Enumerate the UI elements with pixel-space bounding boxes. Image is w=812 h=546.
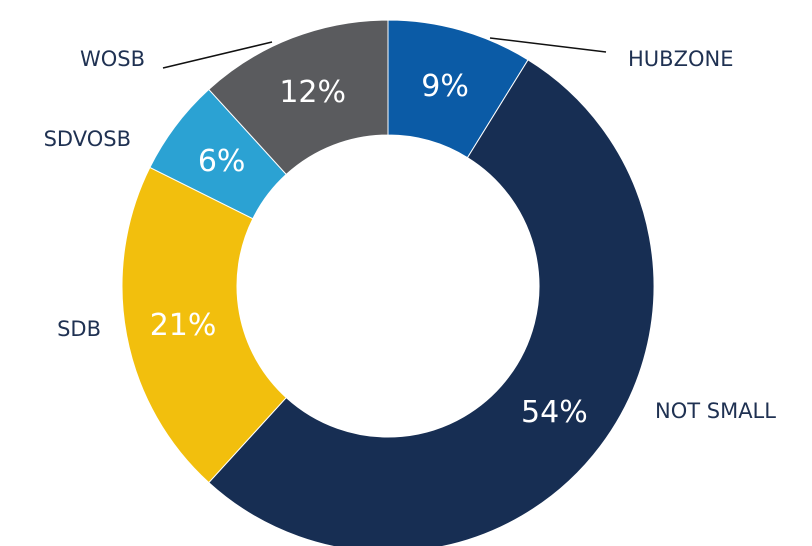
category-label: NOT SMALL bbox=[655, 399, 776, 423]
value-label: 21% bbox=[150, 308, 217, 343]
category-label: HUBZONE bbox=[628, 47, 733, 71]
value-label: 9% bbox=[421, 69, 469, 104]
value-label: 12% bbox=[279, 75, 346, 110]
donut-slice bbox=[208, 59, 655, 546]
donut-slice bbox=[208, 19, 389, 176]
category-label: SDVOSB bbox=[44, 127, 131, 151]
value-label: 6% bbox=[198, 144, 246, 179]
category-label: SDB bbox=[57, 317, 101, 341]
leader-line bbox=[162, 41, 273, 69]
category-label: WOSB bbox=[80, 47, 145, 71]
value-label: 54% bbox=[521, 395, 588, 430]
leader-line bbox=[489, 37, 607, 53]
donut-slice bbox=[121, 166, 287, 484]
